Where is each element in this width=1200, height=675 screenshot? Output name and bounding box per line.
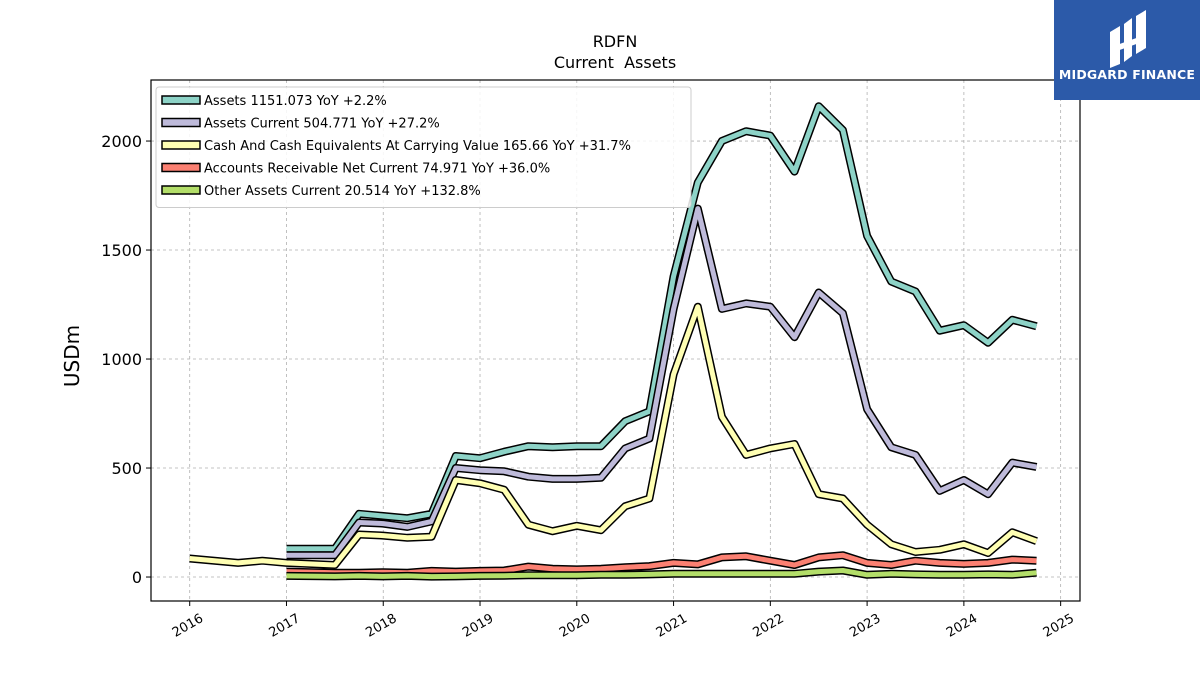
x-tick-label: 2019 bbox=[460, 611, 496, 641]
x-tick-label: 2016 bbox=[170, 611, 206, 641]
series-line bbox=[286, 552, 1037, 576]
legend-swatch bbox=[161, 185, 201, 195]
chart-title: RDFN bbox=[593, 32, 638, 51]
y-tick-label: 2000 bbox=[101, 132, 142, 151]
x-tick-label: 2025 bbox=[1041, 611, 1077, 641]
y-tick-label: 0 bbox=[132, 568, 142, 587]
y-tick-label: 1000 bbox=[101, 350, 142, 369]
legend-label: Cash And Cash Equivalents At Carrying Va… bbox=[204, 139, 631, 154]
series-line bbox=[286, 568, 1037, 580]
series-line bbox=[286, 206, 1037, 558]
logo-mark-icon bbox=[1110, 10, 1146, 68]
legend-label: Assets Current 504.771 YoY +27.2% bbox=[204, 117, 440, 132]
y-tick-label: 1500 bbox=[101, 241, 142, 260]
legend-box bbox=[155, 86, 692, 208]
legend-swatch bbox=[161, 140, 201, 150]
y-tick-label: 500 bbox=[111, 459, 142, 478]
legend-label: Other Assets Current 20.514 YoY +132.8% bbox=[204, 184, 481, 199]
legend-swatch bbox=[161, 162, 201, 173]
series-lines bbox=[189, 102, 1038, 581]
x-tick-label: 2024 bbox=[944, 611, 980, 641]
x-tick-label: 2020 bbox=[557, 611, 593, 641]
legend-label: Accounts Receivable Net Current 74.971 Y… bbox=[204, 162, 550, 177]
brand-name: MIDGARD FINANCE bbox=[1058, 67, 1196, 82]
y-axis-label: USDm bbox=[60, 325, 84, 387]
x-tick-label: 2018 bbox=[363, 611, 399, 641]
brand-logo: MIDGARD FINANCE bbox=[1054, 0, 1200, 100]
legend: Assets 1151.073 YoY +2.2% Assets Current … bbox=[155, 86, 692, 208]
legend-swatch bbox=[161, 95, 201, 105]
x-tick-label: 2022 bbox=[751, 611, 787, 641]
x-tick-label: 2021 bbox=[654, 611, 690, 641]
x-tick-label: 2023 bbox=[847, 611, 883, 641]
chart-subtitle: Current Assets bbox=[554, 53, 676, 72]
legend-label: Assets 1151.073 YoY +2.2% bbox=[204, 94, 387, 109]
x-tick-label: 2017 bbox=[267, 611, 303, 641]
series-line bbox=[189, 304, 1038, 568]
legend-swatch bbox=[161, 117, 201, 128]
plot-frame bbox=[150, 79, 1081, 602]
